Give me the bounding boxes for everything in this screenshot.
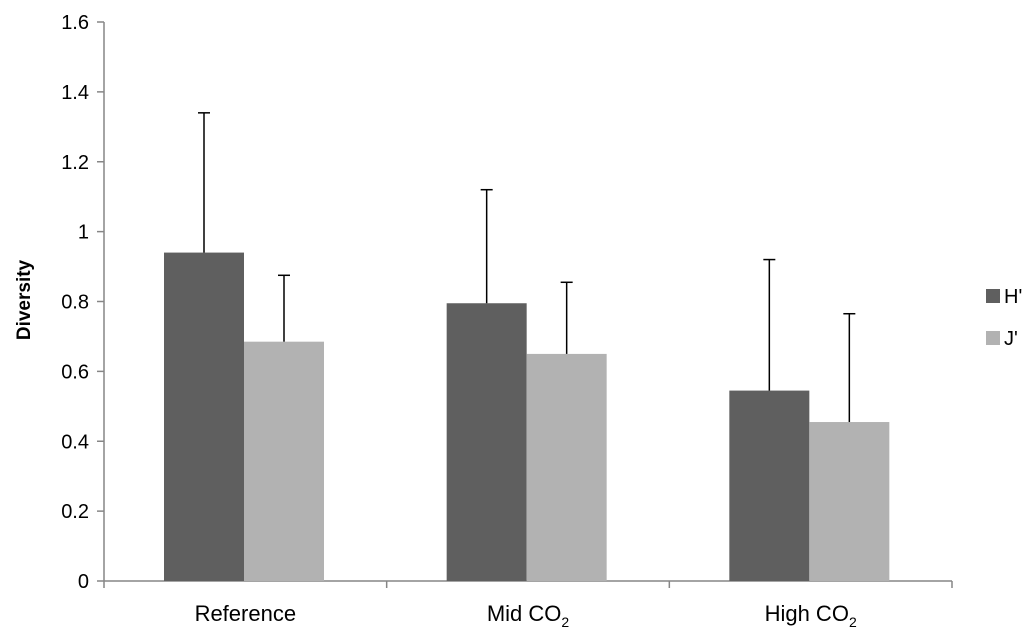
y-tick-label: 0.4 — [61, 431, 89, 453]
y-tick-label: 1.2 — [61, 152, 89, 174]
y-tick-label: 1.6 — [61, 12, 89, 34]
legend: H' J' — [986, 286, 1022, 350]
bar-j — [244, 341, 324, 581]
legend-label: J' — [1004, 328, 1018, 350]
y-axis-title: Diversity — [14, 259, 35, 340]
y-tick-label: 0.2 — [61, 501, 89, 523]
bar-h — [164, 252, 244, 581]
legend-swatch — [986, 289, 1000, 303]
y-tick-label: 0.8 — [61, 292, 89, 314]
x-category-label: Reference — [195, 601, 297, 626]
bar-j — [526, 353, 607, 581]
category-label-text: High CO — [765, 601, 849, 626]
legend-swatch — [986, 331, 1000, 345]
x-category-label: Mid CO2 — [487, 601, 570, 630]
y-tick-label: 1.4 — [61, 82, 89, 104]
bar-j — [809, 422, 890, 581]
category-label-subscript: 2 — [561, 614, 569, 630]
bar-h — [446, 303, 527, 581]
y-tick-label: 0 — [78, 571, 89, 593]
x-category-label: High CO2 — [765, 601, 857, 630]
category-label-text: Mid CO — [487, 601, 562, 626]
category-label-subscript: 2 — [849, 614, 857, 630]
category-label-text: Reference — [195, 601, 297, 626]
y-tick-label: 1 — [78, 222, 89, 244]
bar-h — [729, 390, 810, 581]
legend-label: H' — [1004, 286, 1022, 308]
y-tick-label: 0.6 — [61, 361, 89, 383]
